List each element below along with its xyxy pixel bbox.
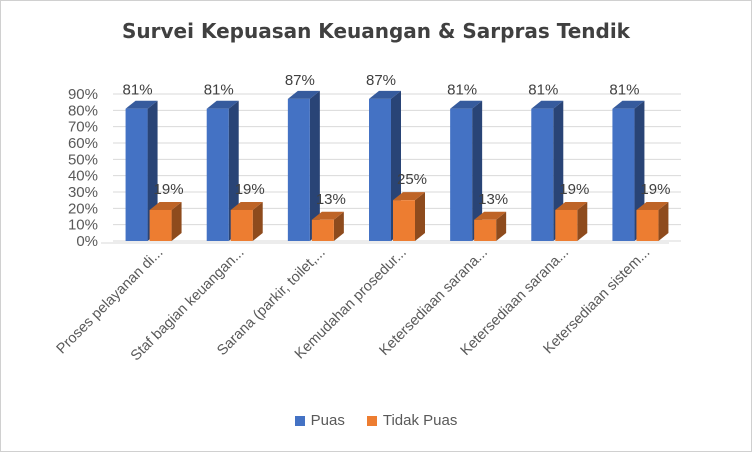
bar-tidak-puas-side [577,201,588,241]
bar-puas-top [206,100,239,109]
bar-puas [450,108,473,241]
bar-puas-top [369,90,401,99]
bar-puas-side [309,90,320,242]
bar-tidak-puas-side [333,211,344,241]
chart-legend: Puas Tidak Puas [1,412,751,429]
data-label: 81% [528,82,558,99]
y-tick-label: 30% [68,184,98,201]
bar-tidak-puas-top [555,201,588,210]
bar-tidak-puas [393,200,415,241]
bar-tidak-puas-top [393,192,425,201]
bar-tidak-puas-top [230,201,263,210]
data-label: 19% [154,181,184,198]
y-tick-label: 70% [68,119,98,136]
legend-label-tidak-puas: Tidak Puas [382,412,458,429]
legend-label-puas: Puas [310,412,345,429]
bar-puas-top [531,100,564,109]
data-label: 81% [204,82,234,99]
bar-tidak-puas-side [171,201,182,241]
data-label: 87% [285,72,315,89]
bar-puas-top [125,100,158,109]
data-label: 13% [478,191,508,208]
bar-tidak-puas [474,219,497,241]
y-tick-label: 80% [68,102,98,119]
legend-swatch-tidak-puas [366,415,377,426]
bar-tidak-puas-top [149,201,182,210]
data-label: 81% [447,82,477,99]
legend-swatch-puas [294,415,305,426]
bar-tidak-puas-side [415,192,425,241]
bar-puas [125,108,148,241]
data-label: 13% [316,191,346,208]
y-tick-label: 10% [68,217,98,234]
bar-tidak-puas-top [474,211,507,220]
bar-puas [287,98,310,242]
y-tick-label: 90% [68,86,98,103]
data-label: 87% [366,72,396,89]
bar-tidak-puas-side [496,211,507,241]
data-label: 25% [397,171,427,188]
bar-tidak-puas-side [658,201,669,241]
bar-puas [612,108,635,241]
data-label: 19% [235,181,265,198]
data-label: 81% [123,82,153,99]
bar-tidak-puas [230,209,253,241]
bar-puas-top [450,100,483,109]
data-label: 81% [609,82,639,99]
bar-tidak-puas [311,219,334,241]
bar-puas-side [472,100,483,241]
legend-item-puas: Puas [294,412,345,429]
bar-tidak-puas [555,209,578,241]
bar-tidak-puas-side [252,201,263,241]
y-tick-label: 0% [76,233,98,250]
y-tick-label: 50% [68,151,98,168]
bar-puas-top [287,90,320,99]
legend-item-tidak-puas: Tidak Puas [366,412,458,429]
bar-tidak-puas [149,209,172,241]
bar-puas [369,98,391,242]
bar-tidak-puas-top [311,211,344,220]
bar-tidak-puas-top [636,201,669,210]
bar-puas-top [612,100,645,109]
y-tick-label: 40% [68,168,98,185]
chart-title: Survei Kepuasan Keuangan & Sarpras Tendi… [122,19,630,43]
bar-puas [531,108,554,241]
bar-tidak-puas [636,209,659,241]
bar-puas [206,108,229,241]
data-label: 19% [640,181,670,198]
y-tick-label: 60% [68,135,98,152]
data-label: 19% [559,181,589,198]
y-tick-label: 20% [68,200,98,217]
